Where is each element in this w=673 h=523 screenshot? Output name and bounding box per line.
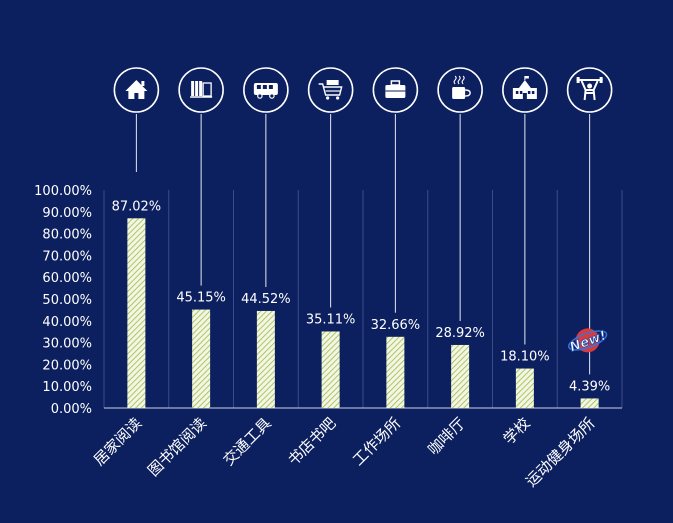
house-icon: [125, 80, 148, 99]
y-tick-label: 90.00%: [42, 206, 92, 221]
bookshelf-icon: [190, 81, 213, 98]
data-label: 44.52%: [241, 292, 291, 307]
data-label: 45.15%: [176, 291, 226, 306]
coffee-cup-icon: [452, 75, 471, 99]
data-label: 32.66%: [371, 318, 421, 333]
y-tick-label: 80.00%: [42, 228, 92, 243]
category-label: 运动健身场所: [522, 414, 598, 490]
category-label: 交通工具: [220, 414, 275, 469]
y-tick-label: 60.00%: [42, 271, 92, 286]
bar: [192, 309, 211, 408]
bus-icon: [253, 83, 278, 99]
bar: [127, 218, 146, 408]
y-tick-label: 40.00%: [42, 315, 92, 330]
category-label: 学校: [500, 414, 534, 448]
grid-layer: [103, 190, 623, 409]
icon-ring: [307, 67, 354, 113]
bar: [386, 336, 405, 408]
bars-layer: [127, 218, 599, 408]
y-tick-label: 10.00%: [42, 380, 92, 395]
bar: [321, 331, 340, 408]
y-tick-label: 0.00%: [51, 402, 92, 417]
data-label: 18.10%: [500, 350, 550, 365]
weightlifter-icon: [576, 77, 603, 101]
bar: [256, 310, 275, 408]
data-label: 28.92%: [435, 326, 485, 341]
bookstore-cart-icon: [318, 80, 343, 100]
y-tick-label: 50.00%: [42, 293, 92, 308]
y-tick-label: 70.00%: [42, 249, 92, 264]
bar: [580, 398, 599, 408]
new-badge: New!: [567, 328, 608, 356]
bar: [451, 344, 470, 408]
data-label: 4.39%: [569, 379, 610, 394]
category-label: 居家阅读: [90, 414, 145, 469]
y-tick-label: 100.00%: [34, 184, 92, 199]
category-label: 工作场所: [349, 414, 404, 469]
data-label: 87.02%: [112, 199, 162, 214]
category-label: 图书馆阅读: [144, 414, 210, 480]
data-label: 35.11%: [306, 312, 356, 327]
connector-layer: [135, 114, 591, 375]
category-label: 咖啡厅: [424, 414, 469, 459]
bar: [515, 368, 534, 408]
briefcase-icon: [385, 80, 406, 98]
category-label: 书店书吧: [284, 414, 339, 469]
y-tick-label: 20.00%: [42, 358, 92, 373]
y-tick-label: 30.00%: [42, 337, 92, 352]
school-icon: [512, 76, 537, 99]
icons-layer: New!: [113, 67, 613, 356]
